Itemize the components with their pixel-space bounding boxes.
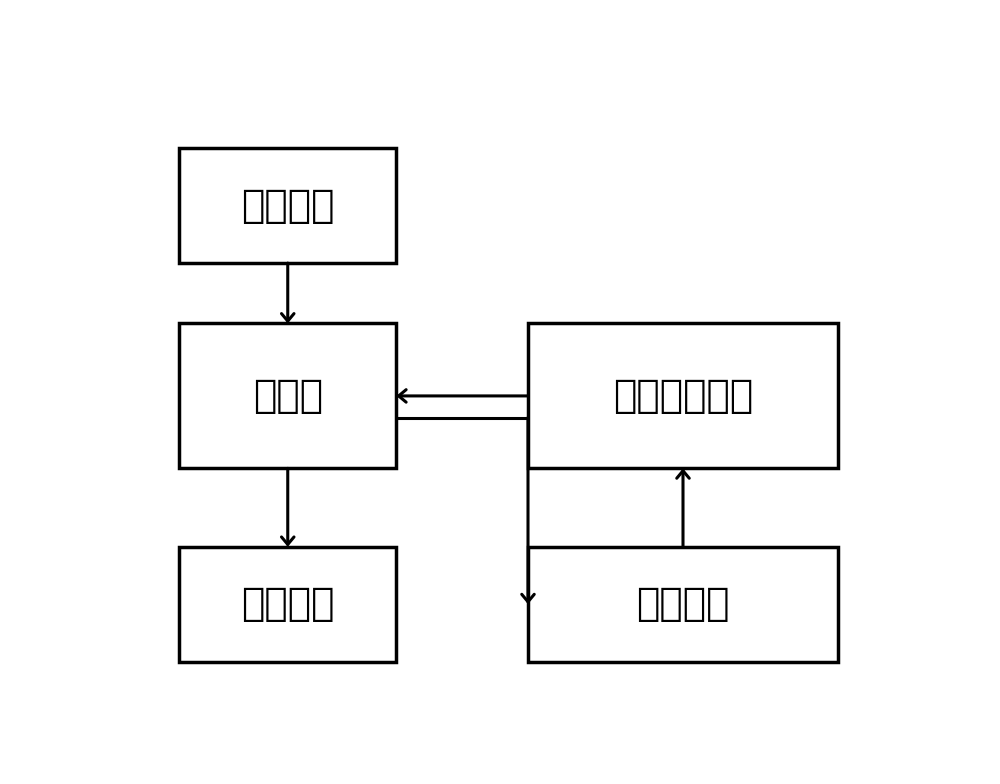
- Text: 搅拌电机: 搅拌电机: [636, 585, 730, 623]
- Text: 扭矩检测组件: 扭矩检测组件: [613, 377, 753, 415]
- Bar: [179, 148, 396, 263]
- Bar: [179, 547, 396, 662]
- Text: 输入装置: 输入装置: [241, 187, 334, 225]
- Text: 控制器: 控制器: [253, 377, 323, 415]
- Bar: [528, 547, 838, 662]
- Bar: [528, 324, 838, 468]
- Text: 制冷装置: 制冷装置: [241, 585, 334, 623]
- Bar: [179, 324, 396, 468]
